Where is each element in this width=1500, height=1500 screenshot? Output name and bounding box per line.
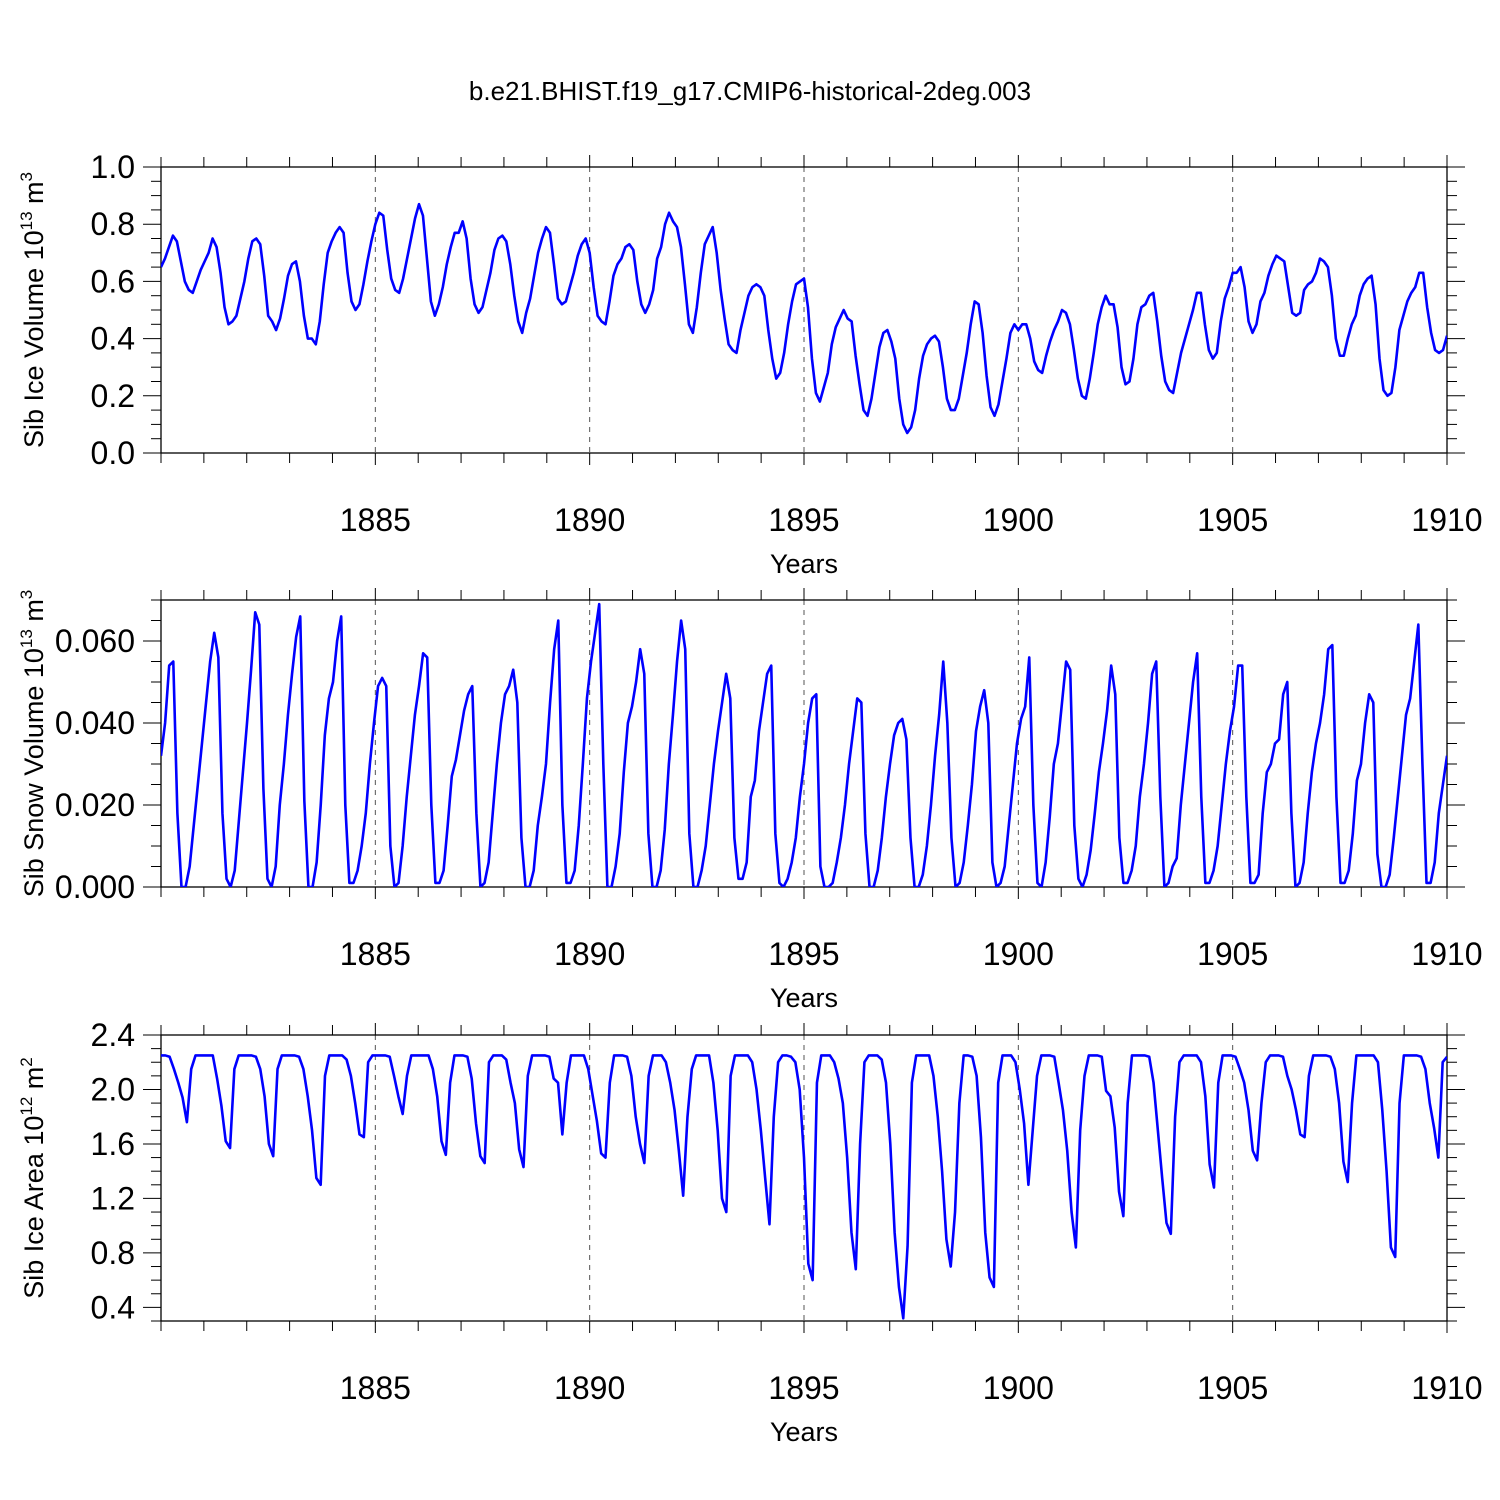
y-tick-label: 0.2 <box>91 378 135 414</box>
x-tick-label: 1890 <box>554 936 625 972</box>
y-tick-label: 0.8 <box>91 1235 135 1271</box>
panel-ice-area: 0.4 0.8 1.2 1.6 2.0 2.4 1885 1890 1895 1900 1905 19… <box>17 1017 1483 1447</box>
x-tick-label: 1885 <box>340 936 411 972</box>
y-tick-label: 1.6 <box>91 1126 135 1162</box>
y-tick-label: 2.4 <box>91 1017 135 1053</box>
x-tick-label: 1900 <box>983 936 1054 972</box>
x-tick-label: 1910 <box>1411 936 1482 972</box>
x-tick-label: 1900 <box>983 1370 1054 1406</box>
x-tick-label: 1890 <box>554 1370 625 1406</box>
x-axis-title: Years <box>770 1417 838 1447</box>
y-tick-label: 0.040 <box>55 705 135 741</box>
y-axis-title-unit-exponent: 2 <box>17 1057 36 1066</box>
y-tick-label: 1.2 <box>91 1180 135 1216</box>
y-axis-title-unit: m <box>19 181 49 211</box>
y-tick-label: 0.060 <box>55 623 135 659</box>
series-line-snow <box>161 602 1447 887</box>
y-axis-title-exponent: 13 <box>17 211 36 230</box>
y-tick-label: 0.020 <box>55 787 135 823</box>
y-axis-title-text: Sib Snow Volume 10 <box>19 648 49 897</box>
y-tick-label: 0.4 <box>91 321 135 357</box>
x-tick-label: 1910 <box>1411 1370 1482 1406</box>
y-axis-title: Sib Ice Volume 1013 m3 <box>17 172 49 448</box>
y-axis-title-text: Sib Ice Volume 10 <box>19 230 49 448</box>
y-tick-label: 0.4 <box>91 1289 135 1325</box>
y-axis-title-unit: m <box>19 599 49 629</box>
x-tick-label: 1895 <box>768 936 839 972</box>
x-axis-title: Years <box>770 983 838 1013</box>
y-axis-title: Sib Ice Area 1012 m2 <box>17 1057 49 1299</box>
y-tick-label: 0.6 <box>91 263 135 299</box>
y-tick-label: 0.000 <box>55 869 135 905</box>
y-axis-title-unit: m <box>19 1067 49 1097</box>
series-line-area <box>161 1054 1447 1320</box>
x-tick-label: 1885 <box>340 502 411 538</box>
y-tick-label: 2.0 <box>91 1071 135 1107</box>
y-axis-title-exponent: 13 <box>17 629 36 648</box>
x-tick-label: 1905 <box>1197 502 1268 538</box>
chart-title: b.e21.BHIST.f19_g17.CMIP6-historical-2de… <box>468 76 1032 106</box>
y-axis-title-text: Sib Ice Area 10 <box>19 1116 49 1299</box>
x-tick-label: 1890 <box>554 502 625 538</box>
x-tick-label: 1885 <box>340 1370 411 1406</box>
panel-ice-volume: 0.0 0.2 0.4 0.6 0.8 1.0 1885 1890 1895 1900 1905 19… <box>17 149 1483 579</box>
x-tick-label: 1895 <box>768 1370 839 1406</box>
x-tick-label: 1905 <box>1197 1370 1268 1406</box>
y-axis-title: Sib Snow Volume 1013 m3 <box>17 590 49 898</box>
panel-snow-volume: 0.000 0.020 0.040 0.060 1885 1890 1895 1900 1905… <box>17 588 1483 1013</box>
y-axis-title-unit-exponent: 3 <box>17 172 36 181</box>
y-tick-label: 0.8 <box>91 206 135 242</box>
x-tick-label: 1895 <box>768 502 839 538</box>
x-tick-label: 1900 <box>983 502 1054 538</box>
x-tick-label: 1905 <box>1197 936 1268 972</box>
y-axis-title-unit-exponent: 3 <box>17 590 36 599</box>
x-tick-label: 1910 <box>1411 502 1482 538</box>
y-axis-title-exponent: 12 <box>17 1097 36 1116</box>
series-line-volume <box>161 202 1447 435</box>
y-tick-label: 0.0 <box>91 435 135 471</box>
x-axis-title: Years <box>770 549 838 579</box>
y-tick-label: 1.0 <box>91 149 135 185</box>
